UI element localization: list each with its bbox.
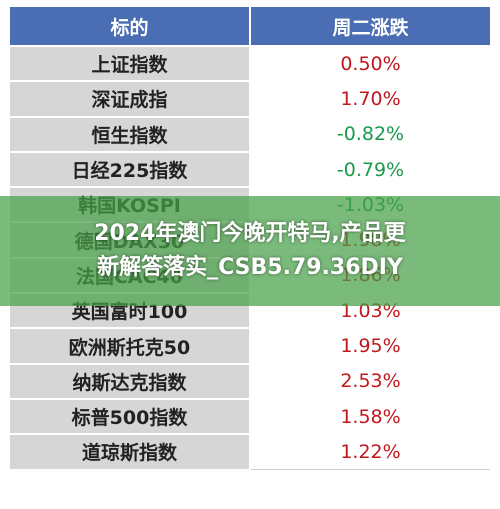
header-cell: 标的 (8, 5, 251, 47)
table-row: 日经225指数 -0.79% (8, 150, 492, 189)
overlay-banner: 2024年澳门今晚开特马,产品更 新解答落实_CSB5.79.36DIY (0, 196, 500, 306)
change-value: 1.22% (249, 433, 492, 471)
change-value: 0.50% (249, 44, 492, 82)
table-row: 深证成指 1.70% (8, 80, 492, 118)
change-value: 2.53% (249, 362, 492, 400)
index-name: 纳斯达克指数 (8, 362, 251, 400)
change-value: 1.70% (249, 80, 492, 118)
index-name: 深证成指 (8, 80, 251, 118)
overlay-text: 2024年澳门今晚开特马,产品更 (94, 221, 406, 246)
index-name: 恒生指数 (8, 115, 251, 153)
change-value: -0.82% (249, 115, 492, 153)
index-name: 道琼斯指数 (8, 433, 251, 471)
change-value: 1.58% (249, 397, 492, 435)
table-row: 欧洲斯托克50 1.95% (8, 327, 492, 365)
header-cell: 周二涨跌 (249, 5, 492, 47)
change-value: 1.95% (249, 327, 492, 365)
table-row: 标普500指数 1.58% (8, 397, 492, 436)
index-name: 标普500指数 (8, 397, 251, 436)
table-row: 上证指数 0.50% (8, 44, 492, 83)
table-row: 恒生指数 -0.82% (8, 115, 492, 153)
table-row: 道琼斯指数 1.22% (8, 433, 492, 471)
index-name: 上证指数 (8, 44, 251, 83)
change-value: -0.79% (249, 150, 492, 188)
index-name: 日经225指数 (8, 150, 251, 189)
overlay-text: 新解答落实_CSB5.79.36DIY (97, 255, 403, 280)
index-name: 欧洲斯托克50 (8, 327, 251, 365)
table-row: 纳斯达克指数 2.53% (8, 362, 492, 400)
header-row: 标的 周二涨跌 (8, 5, 492, 47)
